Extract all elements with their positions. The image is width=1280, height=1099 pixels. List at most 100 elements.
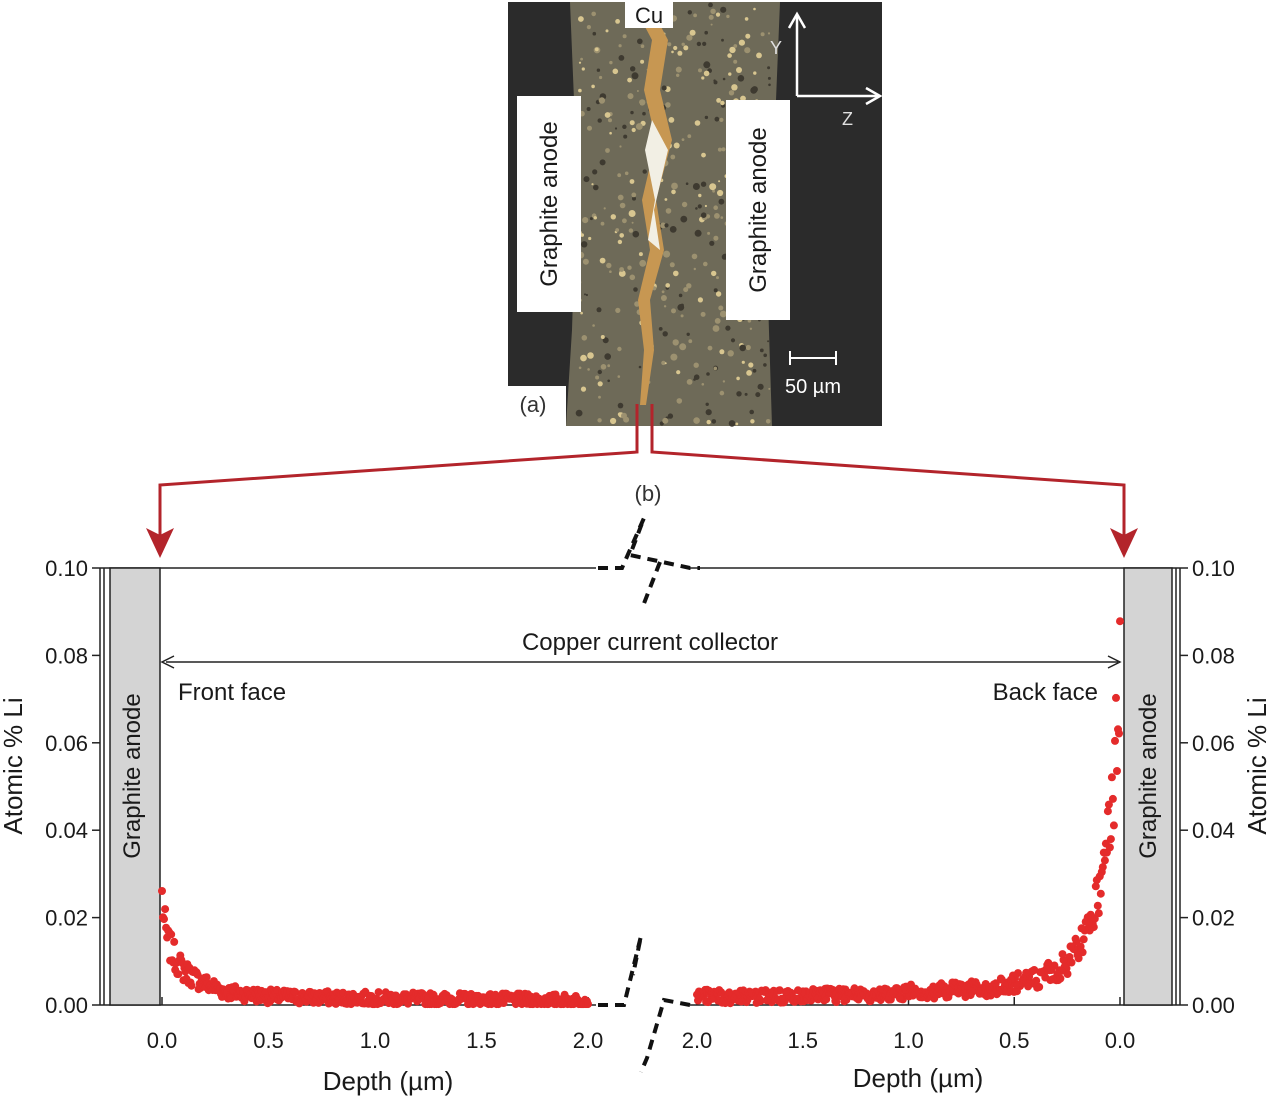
data-point (835, 984, 844, 993)
speckle (740, 95, 746, 102)
speckle (624, 171, 629, 176)
speckle (607, 379, 610, 383)
speckle (597, 118, 602, 123)
speckle (676, 370, 681, 375)
speckle (750, 419, 755, 424)
copper-highlight (645, 120, 668, 250)
speckle (581, 67, 585, 71)
y-tick-label-left: 0.08 (45, 643, 88, 668)
speckle (686, 283, 692, 289)
data-point (187, 981, 196, 990)
data-point (1103, 807, 1112, 816)
speckle (748, 362, 754, 368)
data-point (1036, 968, 1045, 977)
speckle (589, 217, 593, 221)
data-point (1109, 821, 1118, 830)
speckle (628, 210, 636, 217)
y-tick-label-right: 0.00 (1192, 993, 1235, 1018)
speckle (676, 398, 683, 404)
speckle (738, 39, 746, 46)
data-point (374, 988, 383, 997)
back-face-label: Back face (993, 679, 1098, 706)
speckle (671, 189, 676, 195)
data-point (694, 996, 702, 1005)
data-point (820, 996, 829, 1005)
x-tick-label-left: 1.5 (466, 1028, 497, 1053)
speckle (658, 327, 663, 331)
speckle (575, 409, 583, 417)
y-tick-label-left: 0.04 (45, 818, 88, 843)
speckle (661, 290, 665, 294)
speckle (606, 262, 612, 269)
speckle (703, 61, 711, 69)
speckle (680, 314, 684, 318)
speckle (686, 379, 693, 385)
speckle (677, 50, 683, 56)
data-point (1091, 882, 1100, 891)
y-tick-label-left: 0.00 (45, 993, 88, 1018)
speckle (615, 307, 621, 313)
speckle (716, 98, 721, 103)
data-point (1113, 767, 1121, 775)
speckle (721, 38, 724, 42)
speckle (631, 221, 634, 224)
speckle (669, 226, 677, 233)
speckle (746, 370, 752, 376)
speckle (596, 307, 602, 313)
data-point (1114, 725, 1122, 734)
speckle (767, 32, 771, 35)
speckle (730, 338, 736, 343)
speckle (698, 193, 702, 198)
speckle (664, 223, 669, 228)
axis-break-top (598, 517, 700, 607)
speckle (697, 204, 702, 209)
speckle (745, 344, 751, 351)
speckle (662, 417, 669, 424)
x-axis-title-left: Depth (µm) (323, 1066, 454, 1096)
y-tick-label-right: 0.04 (1192, 818, 1235, 843)
speckle (704, 204, 708, 208)
speckle (633, 287, 638, 292)
speckle (610, 417, 617, 425)
speckle (726, 14, 730, 19)
speckle (583, 176, 590, 183)
speckle (599, 159, 606, 166)
speckle (716, 276, 719, 280)
speckle (580, 354, 587, 362)
speckle (728, 72, 732, 76)
speckle (707, 231, 711, 235)
data-point (1094, 909, 1103, 918)
panel-b-label: (b) (635, 481, 662, 506)
speckle (696, 41, 702, 47)
speckle (667, 42, 672, 47)
speckle (591, 183, 594, 186)
x-tick-label-left: 0.5 (253, 1028, 284, 1053)
speckle (609, 270, 612, 274)
y-tick-label-right: 0.08 (1192, 643, 1235, 668)
speckle (741, 360, 745, 364)
speckle (587, 125, 592, 131)
scale-bar-label: 50 µm (785, 376, 841, 398)
speckle (628, 228, 634, 233)
data-points (158, 617, 1124, 1009)
speckle (627, 93, 634, 100)
speckle (720, 6, 727, 13)
speckle (661, 360, 666, 366)
speckle (619, 233, 624, 238)
speckle (707, 345, 713, 351)
speckle (710, 23, 713, 26)
speckle (731, 84, 738, 91)
speckle (581, 241, 588, 248)
data-point (1071, 934, 1080, 943)
z-axis-label: Z (842, 109, 853, 129)
speckle (663, 305, 667, 308)
speckle (711, 419, 717, 424)
data-point (1066, 942, 1075, 951)
speckle (687, 134, 692, 139)
speckle (694, 120, 701, 126)
speckle (713, 205, 718, 210)
speckle (718, 305, 724, 311)
speckle (767, 76, 771, 80)
speckle (676, 73, 680, 78)
speckle (705, 214, 711, 219)
